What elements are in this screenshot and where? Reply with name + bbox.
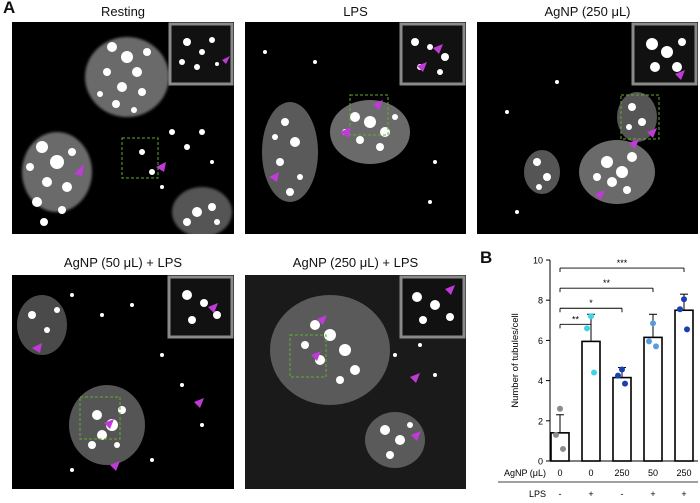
- data-point: [677, 306, 683, 313]
- micrograph-agnp-250: [477, 22, 698, 234]
- data-point: [684, 326, 690, 333]
- y-tick-label: 10: [533, 256, 543, 266]
- micrograph-title-agnp-250: AgNP (250 μL): [544, 4, 631, 19]
- bar: [674, 309, 694, 462]
- significance-label: **: [572, 314, 580, 324]
- micrograph-resting: [12, 22, 234, 234]
- lps-value-label: -: [559, 489, 562, 499]
- data-point: [584, 325, 590, 332]
- significance-label: *: [589, 298, 593, 308]
- micrograph-title-lps: LPS: [343, 4, 368, 19]
- y-tick-label: 8: [538, 296, 543, 306]
- agnp-value-label: 0: [557, 468, 562, 478]
- micrograph-title-agnp-50-lps: AgNP (50 μL) + LPS: [63, 255, 183, 270]
- significance-label: **: [603, 278, 611, 288]
- agnp-value-label: 50: [648, 468, 658, 478]
- agnp-value-label: 250: [676, 468, 691, 478]
- lps-value-label: -: [621, 489, 624, 499]
- data-point: [622, 380, 628, 387]
- data-point: [553, 431, 559, 438]
- data-point: [560, 445, 566, 452]
- bar: [550, 432, 570, 462]
- lps-value-label: +: [650, 489, 655, 499]
- data-point: [650, 320, 656, 327]
- agnp-value-label: 250: [614, 468, 629, 478]
- y-axis-label: Number of tubules/cell: [510, 313, 521, 408]
- lps-value-label: +: [681, 489, 686, 499]
- bar: [612, 376, 632, 462]
- micrograph-lps: [245, 22, 466, 234]
- row-label-agnp: AgNP (μL): [504, 468, 546, 478]
- data-point: [653, 343, 659, 350]
- y-tick-label: 4: [538, 376, 543, 386]
- data-point: [615, 372, 621, 379]
- data-point: [588, 313, 594, 320]
- micrograph-title-resting: Resting: [100, 4, 146, 19]
- lps-value-label: +: [588, 489, 593, 499]
- y-tick-label: 0: [538, 457, 543, 467]
- data-point: [557, 405, 563, 412]
- bar: [581, 340, 601, 462]
- agnp-value-label: 0: [588, 468, 593, 478]
- micrograph-title-agnp-250-lps: AgNP (250 μL) + LPS: [292, 255, 419, 270]
- significance-label: ***: [617, 258, 628, 268]
- micrograph-agnp-50-lps: [12, 275, 234, 489]
- y-tick-label: 6: [538, 336, 543, 346]
- panel-a-label: A: [3, 0, 16, 17]
- data-point: [681, 296, 687, 303]
- data-point: [619, 366, 625, 373]
- y-tick-label: 2: [538, 416, 543, 426]
- data-point: [646, 338, 652, 345]
- data-point: [591, 369, 597, 376]
- micrograph-agnp-250-lps: [245, 275, 466, 489]
- bar: [643, 336, 663, 462]
- panel-b-label: B: [480, 248, 493, 267]
- row-label-lps: LPS: [529, 489, 546, 499]
